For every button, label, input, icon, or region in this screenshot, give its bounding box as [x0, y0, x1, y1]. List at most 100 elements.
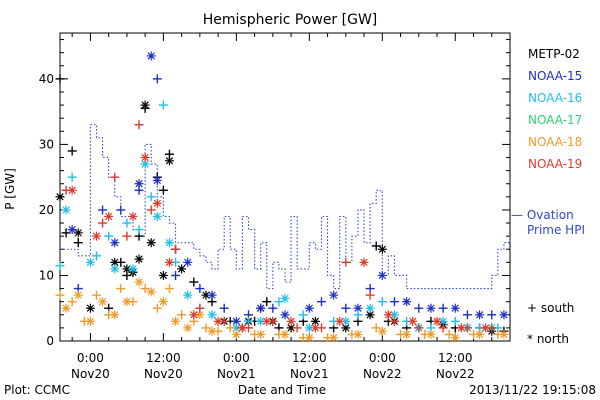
legend-entry: NOAA-16: [528, 91, 582, 105]
north-marker: [104, 211, 114, 221]
north-marker: [280, 329, 290, 339]
north-marker: [110, 310, 120, 320]
north-marker: [359, 257, 369, 267]
ovation-line: [60, 124, 511, 290]
south-marker: [158, 100, 168, 110]
plot-frame: [59, 32, 511, 342]
north-marker: [377, 326, 387, 336]
timestamp: 2013/11/22 19:15:08: [469, 383, 596, 397]
north-marker: [213, 316, 223, 326]
south-marker: [195, 303, 205, 313]
north-marker: [341, 323, 351, 333]
legend-entry: NOAA-17: [528, 113, 582, 127]
x-tick-label-time: 0:00: [77, 351, 104, 365]
north-marker: [450, 303, 460, 313]
north-marker: [207, 310, 217, 320]
north-marker: [134, 254, 144, 264]
north-marker: [152, 198, 162, 208]
south-marker: [414, 303, 424, 313]
south-marker: [365, 290, 375, 300]
south-marker: [152, 303, 162, 313]
south-marker: [55, 261, 65, 271]
x-tick-label-date: Nov22: [436, 367, 475, 381]
south-marker: [104, 231, 114, 241]
south-marker: [262, 297, 272, 307]
y-tick-label: 40: [39, 72, 54, 86]
north-marker: [61, 205, 71, 215]
south-marker: [341, 303, 351, 313]
north-marker: [383, 310, 393, 320]
north-marker: [158, 270, 168, 280]
south-marker: [298, 310, 308, 320]
data-markers: [55, 51, 509, 343]
south-marker: [177, 310, 187, 320]
north-marker: [365, 303, 375, 313]
north-marker: [304, 303, 314, 313]
south-marker: [55, 290, 65, 300]
north-marker: [377, 244, 387, 254]
south-marker: [389, 316, 399, 326]
north-marker: [280, 293, 290, 303]
south-marker: [110, 172, 120, 182]
north-marker: [134, 277, 144, 287]
ovation-hpi-line: [60, 124, 511, 290]
south-marker: [73, 238, 83, 248]
north-marker: [310, 323, 320, 333]
north-marker: [164, 257, 174, 267]
south-marker: [158, 185, 168, 195]
south-marker: [195, 284, 205, 294]
south-marker: [146, 205, 156, 215]
north-marker: [450, 333, 460, 343]
south-marker: [377, 297, 387, 307]
north-marker: [237, 323, 247, 333]
north-marker: [402, 297, 412, 307]
north-marker: [499, 329, 509, 339]
north-marker: [146, 238, 156, 248]
south-marker: [55, 74, 65, 84]
north-marker: [183, 257, 193, 267]
north-marker: [67, 185, 77, 195]
y-tick-label: 30: [39, 137, 54, 151]
north-marker: [304, 333, 314, 343]
north-marker: [402, 329, 412, 339]
north-marker: [256, 316, 266, 326]
south-marker: [164, 284, 174, 294]
north-marker: [256, 303, 266, 313]
legend-marker-north: * north: [527, 332, 569, 346]
north-marker: [67, 225, 77, 235]
y-tick-labels: 0 10 20 30 40: [39, 72, 54, 348]
north-marker: [335, 316, 345, 326]
north-marker: [408, 316, 418, 326]
north-marker: [164, 238, 174, 248]
north-marker: [189, 310, 199, 320]
north-marker: [152, 175, 162, 185]
legend-ovation-line2: Prime HPI: [527, 223, 585, 237]
north-marker: [207, 326, 217, 336]
y-tick-label: 20: [39, 203, 54, 217]
north-marker: [55, 192, 65, 202]
north-marker: [377, 270, 387, 280]
north-marker: [158, 297, 168, 307]
south-marker: [268, 303, 278, 313]
x-axis-label: Date and Time: [238, 383, 326, 397]
north-marker: [475, 329, 485, 339]
axis-ticks: [60, 33, 511, 342]
south-marker: [341, 257, 351, 267]
x-tick-label-date: Nov20: [144, 367, 183, 381]
north-marker: [128, 264, 138, 274]
south-marker: [134, 225, 144, 235]
south-marker: [67, 172, 77, 182]
north-marker: [481, 323, 491, 333]
legend-entry: NOAA-18: [528, 135, 582, 149]
north-marker: [499, 310, 509, 320]
y-axis-label: P [GW]: [3, 168, 17, 210]
north-marker: [134, 179, 144, 189]
north-marker: [177, 264, 187, 274]
south-marker: [91, 290, 101, 300]
chart-title: Hemispheric Power [GW]: [203, 12, 378, 28]
legend-entry: NOAA-19: [528, 157, 582, 171]
south-marker: [122, 218, 132, 228]
legend-ovation-line1: — Ovation: [511, 208, 574, 222]
south-marker: [189, 277, 199, 287]
south-marker: [414, 323, 424, 333]
